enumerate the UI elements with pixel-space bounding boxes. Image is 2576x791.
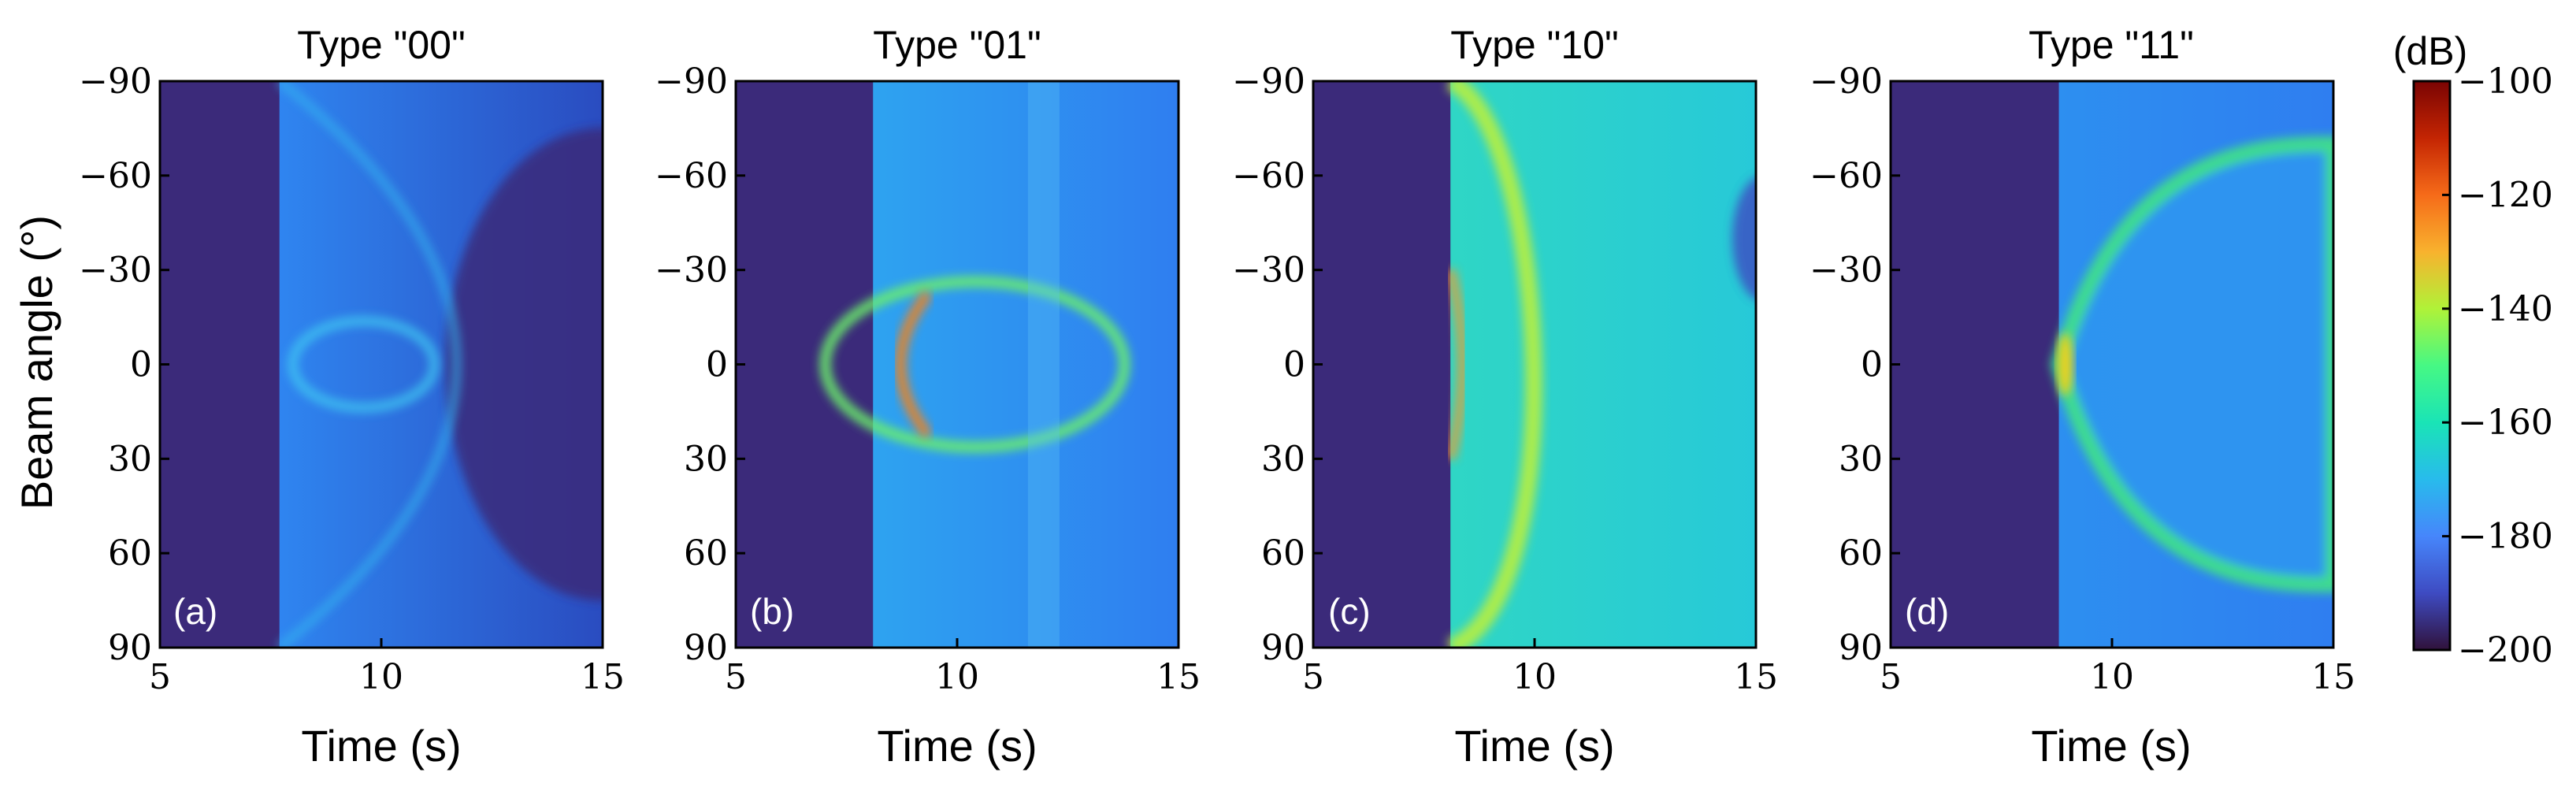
x-tick-label: 5: [1880, 657, 1902, 697]
y-tick-label: 30: [1261, 439, 1305, 479]
y-tick-label: −30: [1232, 251, 1305, 291]
heatmap-hotspot: [1446, 269, 1468, 460]
colorbar-tick-label: −160: [2458, 403, 2553, 443]
y-tick-label: 30: [684, 439, 728, 479]
y-tick-label: −30: [1810, 251, 1883, 291]
panel-b: Type "01" (b) −90 −60 −30 0 30 60 905 10 15 Time…: [655, 23, 1201, 771]
panel-b-label: (b): [750, 591, 794, 632]
panel-c-axes: −90 −60 −30 0 30 60 905 10 15: [1232, 61, 1778, 697]
y-tick-label: −90: [1232, 61, 1305, 102]
heatmap-c: [1313, 81, 1756, 648]
y-tick-label: 0: [1861, 345, 1883, 385]
panel-d-axes: −90 −60 −30 0 30 60 905 10 15: [1810, 61, 2355, 697]
x-tick-label: 10: [2090, 657, 2134, 697]
y-tick-label: −60: [1810, 156, 1883, 196]
heatmap-lobe: [288, 316, 440, 413]
panel-c: Type "10" (c) −90 −60 −30 0 30 60 905 10 15 Time…: [1232, 23, 1778, 771]
panel-b-title: Type "01": [873, 23, 1041, 67]
y-axis-label: Beam angle (°): [12, 215, 61, 510]
panel-b-axes: −90 −60 −30 0 30 60 905 10 15: [655, 61, 1201, 697]
heatmap-stripe: [1027, 81, 1060, 648]
x-tick-label: 5: [725, 657, 747, 697]
panel-c-label: (c): [1328, 591, 1371, 632]
panel-b-xlabel: Time (s): [877, 721, 1037, 771]
colorbar-ticks: −100 −120 −140 −160 −180 −200: [2442, 61, 2553, 670]
panel-c-xlabel: Time (s): [1454, 721, 1614, 771]
x-tick-label: 10: [935, 657, 979, 697]
colorbar-tick-label: −200: [2458, 630, 2553, 670]
heatmap-d: [1891, 81, 2333, 648]
colorbar-tick-label: −140: [2458, 289, 2553, 329]
panel-d-xlabel: Time (s): [2031, 721, 2191, 771]
heatmap-field: [873, 81, 1179, 648]
x-tick-label: 5: [1302, 657, 1324, 697]
panel-a-label: (a): [173, 591, 217, 632]
heatmap-ring: [819, 276, 1130, 453]
x-tick-label: 10: [359, 657, 403, 697]
y-tick-label: 90: [108, 628, 152, 668]
heatmap-b: [736, 81, 1179, 648]
x-tick-label: 10: [1513, 657, 1557, 697]
y-tick-label: 90: [684, 628, 728, 668]
y-tick-label: 0: [706, 345, 728, 385]
y-tick-label: 60: [684, 533, 728, 574]
x-tick-label: 15: [581, 657, 625, 697]
y-tick-label: 0: [130, 345, 152, 385]
x-tick-label: 5: [149, 657, 171, 697]
y-tick-label: 0: [1283, 345, 1305, 385]
panel-a: Type "00" (a) −90 −60 −30 0 30 60 905 10 15 Time…: [79, 23, 625, 771]
y-tick-label: −30: [79, 251, 152, 291]
heatmap-arc: [1446, 81, 1543, 648]
y-tick-label: 90: [1261, 628, 1305, 668]
y-tick-label: 30: [1839, 439, 1883, 479]
colorbar: (dB) −100 −120 −140 −160 −180 −200: [2393, 29, 2553, 670]
y-tick-label: −30: [655, 251, 728, 291]
colorbar-gradient: [2412, 80, 2452, 652]
colorbar-tick-label: −120: [2458, 175, 2553, 215]
colorbar-tick-label: −100: [2458, 61, 2553, 102]
panel-a-xlabel: Time (s): [301, 721, 461, 771]
y-tick-label: −90: [79, 61, 152, 102]
x-tick-label: 15: [2311, 657, 2355, 697]
heatmap-arc: [2051, 136, 2333, 593]
y-tick-label: −90: [655, 61, 728, 102]
heatmap-hotspot: [2057, 332, 2073, 396]
heatmap-arc: [277, 81, 461, 648]
panel-a-title: Type "00": [297, 23, 465, 67]
y-tick-label: 60: [1839, 533, 1883, 574]
y-tick-label: 30: [108, 439, 152, 479]
colorbar-unit: (dB): [2393, 29, 2467, 73]
y-tick-label: −60: [79, 156, 152, 196]
y-tick-label: −60: [655, 156, 728, 196]
x-tick-label: 15: [1156, 657, 1201, 697]
y-tick-label: 60: [108, 533, 152, 574]
colorbar-tick-label: −180: [2458, 517, 2553, 557]
panel-c-title: Type "10": [1450, 23, 1618, 67]
y-tick-label: 60: [1261, 533, 1305, 574]
heatmap-shadow: [1732, 177, 1756, 300]
panel-d-label: (d): [1905, 591, 1949, 632]
panel-d-title: Type "11": [2029, 23, 2194, 67]
y-tick-label: 90: [1839, 628, 1883, 668]
heatmap-a: [160, 81, 603, 648]
panel-d: Type "11" (d) −90 −60 −30 0 30 60 905 10 15 Time…: [1810, 23, 2355, 771]
y-tick-label: −90: [1810, 61, 1883, 102]
panel-a-axes: −90 −60 −30 0 30 60 905 10 15: [79, 61, 625, 697]
x-tick-label: 15: [1734, 657, 1778, 697]
heatmap-fade: [445, 128, 603, 601]
heatmap-hotspot: [895, 290, 933, 439]
y-tick-label: −60: [1232, 156, 1305, 196]
